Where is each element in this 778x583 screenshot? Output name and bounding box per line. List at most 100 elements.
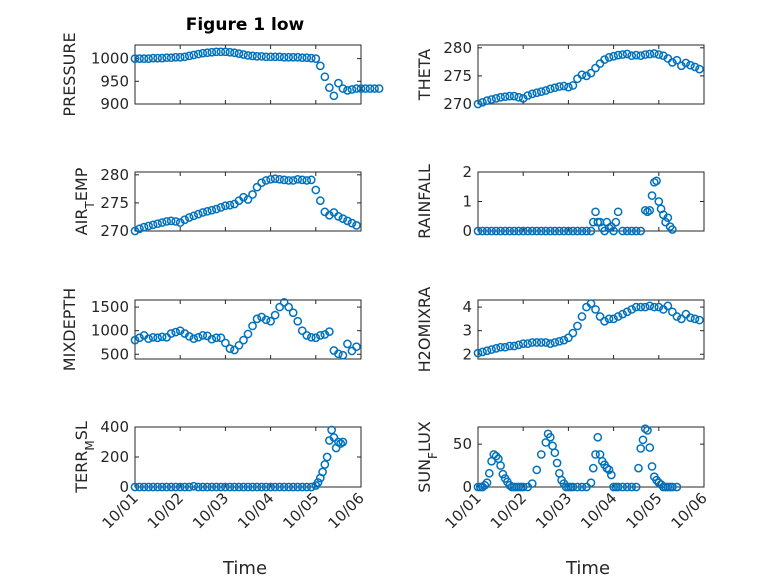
rainfall-y-label-part: RAINFALL: [415, 164, 434, 239]
rainfall-data-point: [482, 226, 492, 236]
sun_flux-y-label-part: SUN: [415, 459, 434, 493]
pressure-data-point: [374, 84, 384, 93]
sun_flux-data-point: [532, 465, 542, 475]
pressure-data-point: [279, 52, 289, 62]
terr_msl-y-label-part: TERR: [72, 451, 91, 494]
pressure-data-point: [334, 78, 343, 88]
theta-data-point: [690, 62, 700, 72]
pressure-data-point: [275, 52, 284, 62]
mixdepth-data-point: [279, 298, 289, 307]
terr_msl-y-tick-label: 0: [119, 478, 129, 496]
sun_flux-x-tick-label: 10/06: [668, 489, 711, 532]
sun_flux-data-point: [636, 444, 646, 453]
h2omixra-data-point: [649, 302, 659, 312]
mixdepth-data-point: [148, 332, 158, 342]
pressure-data-point: [248, 51, 257, 61]
air_temp-data-point: [315, 196, 325, 206]
h2omixra-data-point: [631, 302, 641, 312]
air_temp-series: [130, 174, 361, 236]
terr_msl-data-point: [257, 482, 266, 492]
h2omixra-data-point: [645, 301, 655, 311]
air_temp-y-label-part: EMP: [72, 167, 91, 201]
h2omixra-data-point: [640, 302, 650, 312]
rainfall-data-point: [577, 226, 587, 236]
mixdepth-data-point: [130, 335, 140, 345]
sun_flux-y-axis-label: SUNFLUX: [415, 421, 440, 493]
terr_msl-y-tick-label: 400: [100, 418, 129, 436]
sun_flux-data-point: [536, 450, 546, 459]
rainfall-data-point: [500, 226, 510, 236]
theta-data-point: [613, 50, 623, 60]
air_temp-data-point: [352, 221, 361, 230]
air_temp-data-point: [166, 216, 176, 226]
sun_flux-data-point: [593, 432, 603, 442]
pressure-data-point: [130, 54, 140, 63]
terr_msl-data-point: [189, 481, 199, 491]
mixdepth-data-point: [297, 326, 307, 336]
sun_flux-axes-box: [477, 426, 705, 488]
terr_msl-data-point: [248, 482, 257, 492]
air_temp-data-point: [275, 174, 284, 184]
terr_msl-data-point: [284, 482, 294, 492]
air_temp-data-point: [261, 176, 271, 185]
mixdepth-data-point: [261, 315, 271, 325]
mixdepth-data-point: [288, 308, 298, 318]
mixdepth-y-tick-label: 1500: [91, 298, 129, 316]
theta-y-tick-label: 270: [443, 95, 472, 113]
mixdepth-data-point: [166, 329, 176, 338]
rainfall-data-point: [478, 226, 487, 236]
h2omixra-data-point: [532, 338, 542, 347]
theta-data-point: [487, 95, 496, 104]
theta-series: [473, 49, 704, 109]
sun_flux-data-point: [634, 463, 643, 473]
h2omixra-data-point: [609, 314, 618, 324]
sun_flux-data-point: [613, 482, 623, 492]
terr_msl-data-point: [225, 482, 235, 492]
rainfall-data-point: [555, 226, 564, 236]
h2omixra-data-point: [573, 321, 582, 331]
mixdepth-data-point: [252, 314, 262, 324]
terr_msl-data-point: [202, 482, 212, 492]
air_temp-data-point: [162, 217, 171, 226]
pressure-data-point: [184, 51, 194, 61]
pressure-data-point: [297, 53, 307, 63]
theta-data-point: [618, 50, 627, 59]
sun_flux-data-point: [573, 482, 582, 492]
h2omixra-data-point: [523, 339, 533, 349]
theta-y-axis-label: THETA: [415, 49, 434, 101]
pressure-data-point: [293, 52, 303, 62]
terr_msl-data-point: [207, 482, 217, 492]
sun_flux-data-point: [541, 438, 551, 447]
theta-y-tick-label: 275: [443, 67, 472, 85]
sun_flux-data-point: [482, 478, 492, 488]
terr_msl-data-point: [338, 437, 348, 447]
air_temp-data-point: [130, 226, 140, 236]
mixdepth-data-point: [325, 327, 334, 336]
sun_flux-data-point: [489, 450, 499, 459]
mixdepth-data-point: [144, 334, 153, 344]
theta-data-point: [473, 99, 483, 109]
sun_flux-x-tick-label: 10/02: [487, 489, 530, 532]
h2omixra-data-point: [473, 348, 483, 358]
theta-data-point: [505, 91, 514, 101]
theta-data-point: [514, 92, 524, 102]
x-axis-label-right: Time: [565, 558, 610, 579]
h2omixra-data-point: [568, 328, 578, 338]
sun_flux-data-point: [582, 482, 591, 492]
terr_msl-data-point: [216, 482, 226, 492]
sun_flux-data-point: [591, 450, 600, 459]
theta-data-point: [631, 50, 641, 60]
sun_flux-data-point: [627, 482, 637, 492]
air_temp-data-point: [338, 214, 348, 223]
h2omixra-data-point: [509, 341, 519, 351]
theta-data-point: [523, 91, 533, 100]
mixdepth-data-point: [352, 342, 361, 352]
terr_msl-data-point: [297, 482, 307, 492]
pressure-data-point: [239, 50, 248, 59]
air_temp-data-point: [257, 178, 266, 188]
sun_flux-data-point: [478, 482, 487, 492]
sun_flux-series: [473, 424, 682, 492]
sun_flux-x-tick-label: 10/04: [577, 489, 620, 532]
sun_flux-data-point: [606, 470, 616, 480]
h2omixra-y-tick-label: 2: [462, 345, 472, 363]
